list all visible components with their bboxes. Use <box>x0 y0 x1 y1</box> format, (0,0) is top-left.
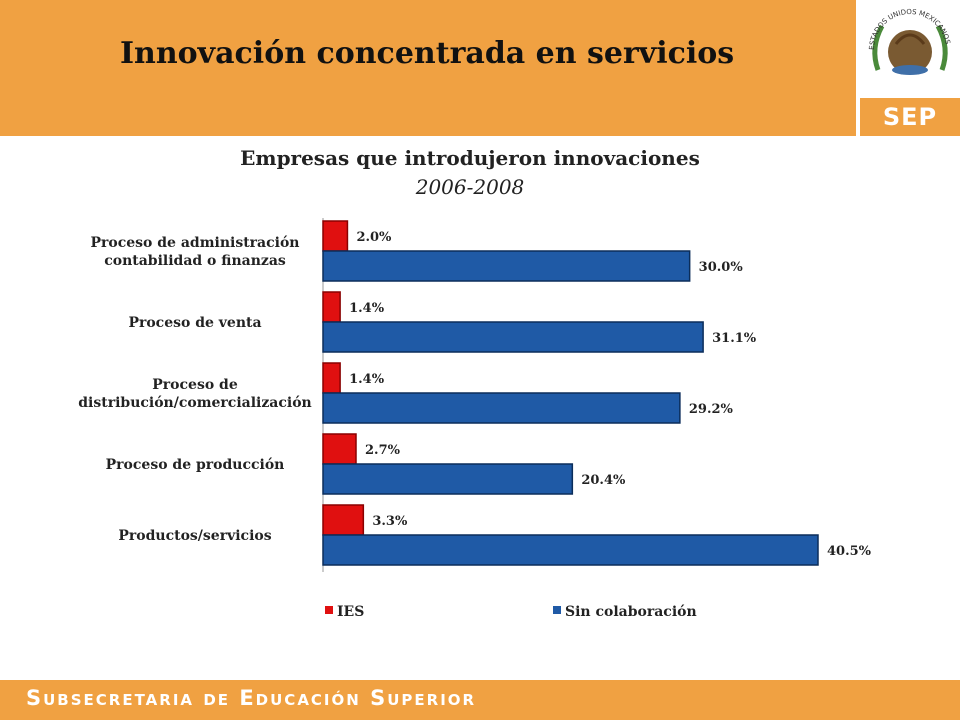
data-label-ies-3: 2.7% <box>365 443 401 458</box>
bar-sin-colaboracion-0 <box>322 250 691 282</box>
category-label-1: Proceso de venta <box>128 315 261 331</box>
data-label-ies-1: 1.4% <box>349 301 385 316</box>
legend-label-sin-colaboracion: Sin colaboración <box>565 604 697 620</box>
category-label-4: Productos/servicios <box>118 528 271 544</box>
data-label-sin-colaboracion-0: 30.0% <box>699 260 744 275</box>
category-label-2-line-0: Proceso de <box>152 377 238 393</box>
legend-label-ies: IES <box>337 604 364 620</box>
data-label-sin-colaboracion-3: 20.4% <box>581 473 626 488</box>
bar-sin-colaboracion-3 <box>322 463 574 495</box>
seal-area: ESTADOS UNIDOS MEXICANOS <box>860 0 960 96</box>
legend-swatch-sin-colaboracion <box>553 606 561 614</box>
bar-ies-2 <box>322 362 341 394</box>
data-label-sin-colaboracion-2: 29.2% <box>689 402 734 417</box>
data-label-ies-0: 2.0% <box>356 230 392 245</box>
data-label-sin-colaboracion-1: 31.1% <box>712 331 757 346</box>
bar-sin-colaboracion-4 <box>322 534 819 566</box>
footer-bar: Subsecretaria de Educación Superior <box>0 680 960 720</box>
bar-ies-4 <box>322 504 365 536</box>
category-label-3: Proceso de producción <box>106 457 285 473</box>
category-label-0-line-0: Proceso de administración <box>91 235 300 251</box>
data-label-sin-colaboracion-4: 40.5% <box>827 544 872 559</box>
bar-ies-3 <box>322 433 357 465</box>
header-bar <box>0 0 856 136</box>
chart-subtitle: 2006-2008 <box>415 175 525 199</box>
slide-title: Innovación concentrada en servicios <box>120 36 735 71</box>
data-label-ies-4: 3.3% <box>372 514 408 529</box>
data-label-ies-2: 1.4% <box>349 372 385 387</box>
footer-text: Subsecretaria de Educación Superior <box>26 686 477 710</box>
bar-sin-colaboracion-1 <box>322 321 704 353</box>
bar-ies-0 <box>322 220 349 252</box>
legend-swatch-ies <box>325 606 333 614</box>
category-label-2-line-1: distribución/comercialización <box>78 395 311 411</box>
chart-title: Empresas que introdujeron innovaciones <box>240 146 700 170</box>
bar-chart: 2.0% 30.0% Proceso de administración contab… <box>78 218 872 620</box>
mexico-seal-icon: ESTADOS UNIDOS MEXICANOS <box>868 8 952 75</box>
bar-sin-colaboracion-2 <box>322 392 681 424</box>
bar-ies-1 <box>322 291 341 323</box>
category-label-0-line-1: contabilidad o finanzas <box>104 253 286 269</box>
sep-logo: SEP <box>860 98 960 136</box>
